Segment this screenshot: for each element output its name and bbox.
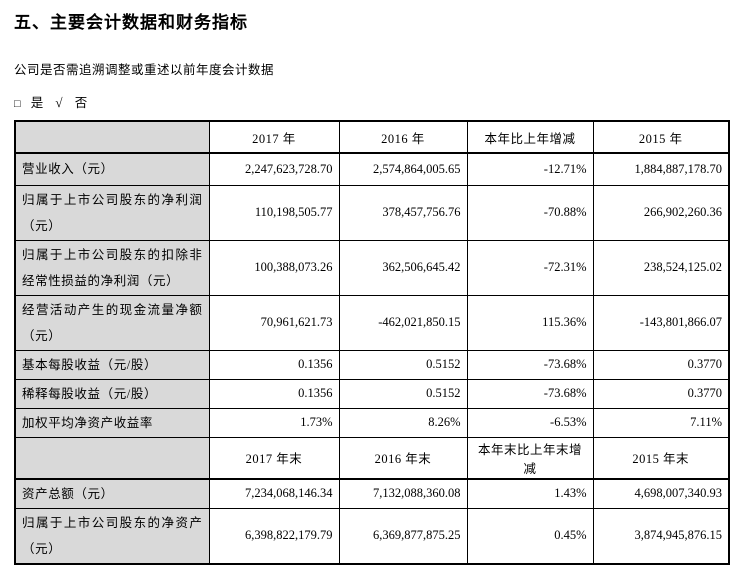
column-header-2015-end: 2015 年末 [592,436,730,480]
metric-value-2016: 0.5152 [338,349,468,380]
metric-value-change: -73.68% [466,378,594,409]
metric-value-2015: 0.3770 [592,349,730,380]
metric-value-2017: 7,234,068,146.34 [208,478,340,509]
metric-value-2017: 0.1356 [208,378,340,409]
table-header-year-end: 2017 年末 2016 年末 本年末比上年末增减 2015 年末 [14,436,730,480]
metric-value-change: -6.53% [466,407,594,438]
metric-value-2016: 2,574,864,005.65 [338,152,468,186]
table-row-net-assets: 归属于上市公司股东的净资产（元） 6,398,822,179.79 6,369,… [14,507,730,564]
column-header-2015: 2015 年 [592,120,730,154]
column-header-2016: 2016 年 [338,120,468,154]
metric-value-change: -12.71% [466,152,594,186]
metric-value-change: 115.36% [466,294,594,351]
metric-value-2015: -143,801,866.07 [592,294,730,351]
metric-value-2015: 0.3770 [592,378,730,409]
table-header-annual: 2017 年 2016 年 本年比上年增减 2015 年 [14,120,730,154]
metric-label: 营业收入（元） [14,152,210,186]
metric-value-2017: 0.1356 [208,349,340,380]
metric-value-2015: 3,874,945,876.15 [592,507,730,564]
metric-label: 基本每股收益（元/股） [14,349,210,380]
table-row-revenue: 营业收入（元） 2,247,623,728.70 2,574,864,005.6… [14,152,730,186]
metric-value-2016: 362,506,645.42 [338,239,468,296]
metric-value-2017: 1.73% [208,407,340,438]
table-row-total-assets: 资产总额（元） 7,234,068,146.34 7,132,088,360.0… [14,478,730,509]
column-header-2016-end: 2016 年末 [338,436,468,480]
metric-value-2016: -462,021,850.15 [338,294,468,351]
metric-value-change: -73.68% [466,349,594,380]
checkmark-icon: √ [55,95,64,110]
table-row-net-profit: 归属于上市公司股东的净利润（元） 110,198,505.77 378,457,… [14,184,730,241]
metric-value-2016: 8.26% [338,407,468,438]
table-row-diluted-eps: 稀释每股收益（元/股） 0.1356 0.5152 -73.68% 0.3770 [14,378,730,409]
metric-value-change: -70.88% [466,184,594,241]
checkbox-unchecked-icon: □ [14,98,22,110]
metric-value-2016: 0.5152 [338,378,468,409]
yes-label: 是 [30,96,44,110]
header-blank-cell [14,436,210,480]
metric-value-change: 0.45% [466,507,594,564]
metric-value-2015: 238,524,125.02 [592,239,730,296]
metric-label: 归属于上市公司股东的净资产（元） [14,507,210,564]
metric-label: 资产总额（元） [14,478,210,509]
yes-no-checkbox-line: □ 是 √ 否 [14,92,728,111]
metric-value-2017: 110,198,505.77 [208,184,340,241]
metric-value-2017: 100,388,073.26 [208,239,340,296]
metric-value-2017: 6,398,822,179.79 [208,507,340,564]
column-header-year-end-change: 本年末比上年末增减 [466,436,594,480]
restatement-question: 公司是否需追溯调整或重述以前年度会计数据 [14,63,275,77]
column-header-2017: 2017 年 [208,120,340,154]
metric-value-2015: 266,902,260.36 [592,184,730,241]
financial-indicators-table: 2017 年 2016 年 本年比上年增减 2015 年 营业收入（元） 2,2… [14,120,730,565]
column-header-2017-end: 2017 年末 [208,436,340,480]
table-row-basic-eps: 基本每股收益（元/股） 0.1356 0.5152 -73.68% 0.3770 [14,349,730,380]
column-header-yoy-change: 本年比上年增减 [466,120,594,154]
table-row-weighted-avg-roe: 加权平均净资产收益率 1.73% 8.26% -6.53% 7.11% [14,407,730,438]
metric-label: 经营活动产生的现金流量净额（元） [14,294,210,351]
metric-value-2016: 6,369,877,875.25 [338,507,468,564]
metric-label: 加权平均净资产收益率 [14,407,210,438]
metric-value-2016: 7,132,088,360.08 [338,478,468,509]
metric-label: 归属于上市公司股东的净利润（元） [14,184,210,241]
metric-value-change: 1.43% [466,478,594,509]
metric-label: 归属于上市公司股东的扣除非经常性损益的净利润（元） [14,239,210,296]
header-blank-cell [14,120,210,154]
metric-value-2016: 378,457,756.76 [338,184,468,241]
metric-value-2017: 70,961,621.73 [208,294,340,351]
section-title: 五、主要会计数据和财务指标 [14,13,248,32]
metric-value-2015: 7.11% [592,407,730,438]
metric-value-2015: 4,698,007,340.93 [592,478,730,509]
no-label: 否 [74,96,88,110]
metric-value-2015: 1,884,887,178.70 [592,152,730,186]
metric-label: 稀释每股收益（元/股） [14,378,210,409]
table-row-operating-cash-flow: 经营活动产生的现金流量净额（元） 70,961,621.73 -462,021,… [14,294,730,351]
metric-value-change: -72.31% [466,239,594,296]
metric-value-2017: 2,247,623,728.70 [208,152,340,186]
table-row-net-profit-excl-nonrecurring: 归属于上市公司股东的扣除非经常性损益的净利润（元） 100,388,073.26… [14,239,730,296]
